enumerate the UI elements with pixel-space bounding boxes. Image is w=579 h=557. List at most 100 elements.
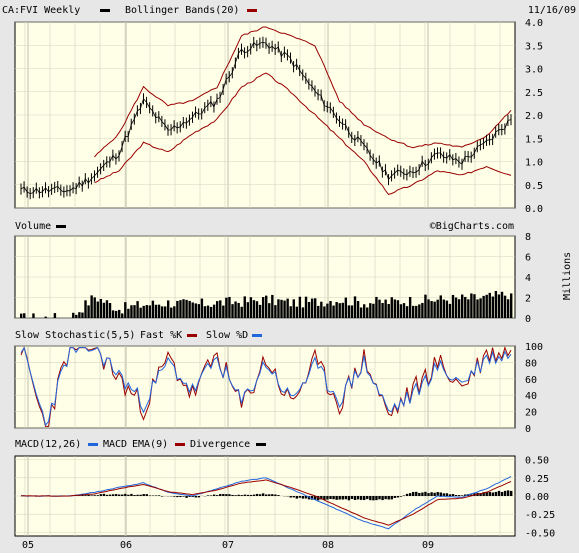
y-tick-label: 40 (525, 391, 537, 402)
volume-bar (195, 303, 197, 318)
volume-bar (391, 297, 393, 318)
volume-bar (351, 305, 353, 318)
divergence-bar (198, 496, 200, 497)
y-tick-label: 6 (525, 253, 531, 264)
volume-bar (75, 315, 77, 318)
volume-bar (234, 301, 236, 318)
divergence-bar (222, 494, 224, 496)
divergence-bar (329, 496, 331, 499)
volume-bar (23, 313, 25, 318)
divergence-bar (127, 495, 129, 496)
volume-bar (127, 309, 129, 318)
divergence-bar (492, 493, 494, 496)
divergence-bar (510, 491, 512, 496)
volume-bar (470, 293, 472, 318)
divergence-bar (501, 492, 503, 496)
divergence-bar (409, 493, 411, 496)
volume-bar (311, 299, 313, 318)
divergence-bar (290, 496, 292, 498)
volume-bar (121, 313, 123, 318)
divergence-bar (299, 496, 301, 498)
volume-bar (84, 300, 86, 318)
divergence-bar (433, 493, 435, 496)
volume-bar (332, 306, 334, 318)
divergence-bar (415, 492, 417, 496)
divergence-bar (455, 495, 457, 496)
volume-bar (94, 297, 96, 318)
divergence-bar (185, 496, 187, 498)
divergence-bar (342, 496, 344, 500)
divergence-bar (277, 495, 279, 496)
volume-bar (158, 305, 160, 318)
divergence-bar (394, 496, 396, 498)
macd-swatch (88, 443, 98, 446)
x-tick-label: 06 (120, 540, 132, 551)
divergence-bar (225, 494, 227, 496)
volume-bar (192, 302, 194, 318)
divergence-bar (195, 496, 197, 497)
volume-bar (20, 314, 22, 318)
volume-bar (320, 302, 322, 318)
divergence-bar (133, 495, 135, 496)
volume-bar (479, 298, 481, 318)
divergence-bar (384, 496, 386, 499)
volume-bar (329, 301, 331, 318)
volume-bar (198, 304, 200, 318)
volume-bar (118, 310, 120, 318)
volume-bar (305, 297, 307, 318)
volume-bar (256, 301, 258, 318)
volume-bar (109, 303, 111, 318)
divergence-bar (268, 494, 270, 496)
divergence-bar (427, 493, 429, 496)
volume-bar (253, 300, 255, 318)
volume-bar (54, 313, 56, 318)
volume-bar (225, 298, 227, 318)
date-label: 11/16/09 (528, 5, 576, 16)
y-tick-label: 20 (525, 408, 537, 419)
volume-bar (415, 306, 417, 318)
volume-bar (188, 301, 190, 318)
volume-bar (342, 303, 344, 318)
volume-bar (247, 302, 249, 318)
volume-bar (418, 304, 420, 318)
volume-bar (406, 306, 408, 318)
divergence-label: Divergence (190, 439, 250, 450)
volume-bar (237, 303, 239, 318)
volume-legend-swatch (56, 225, 66, 228)
volume-bar (170, 308, 172, 318)
volume-bar (244, 296, 246, 318)
y-tick-label: 0 (525, 314, 531, 325)
x-tick-label: 09 (422, 540, 434, 551)
divergence-bar (397, 496, 399, 497)
divergence-bar (161, 496, 163, 497)
volume-bar (394, 299, 396, 318)
x-tick-label: 05 (22, 540, 34, 551)
volume-bar (293, 299, 295, 318)
volume-bar (112, 310, 114, 318)
overlay-label: Bollinger Bands(20) (125, 5, 239, 16)
divergence-bar (97, 495, 99, 496)
divergence-bar (231, 495, 233, 496)
volume-bar (486, 295, 488, 318)
volume-bar (241, 307, 243, 318)
volume-bar (323, 306, 325, 318)
divergence-bar (176, 496, 178, 497)
volume-bar (345, 298, 347, 318)
volume-bar (296, 307, 298, 318)
volume-bar (455, 298, 457, 318)
volume-bar (314, 298, 316, 318)
divergence-bar (461, 495, 463, 496)
y-tick-label: 2 (525, 294, 531, 305)
macd-label: MACD (103, 439, 127, 450)
volume-bar (182, 299, 184, 318)
volume-bar (495, 291, 497, 318)
y-tick-label: -0.50 (525, 528, 555, 539)
divergence-bar (149, 495, 151, 496)
divergence-bar (130, 494, 132, 496)
divergence-bar (449, 494, 451, 496)
volume-bar (489, 293, 491, 318)
divergence-bar (446, 493, 448, 496)
divergence-bar (406, 494, 408, 496)
y-tick-label: -0.25 (525, 510, 555, 521)
y-tick-label: 0.50 (525, 456, 549, 467)
